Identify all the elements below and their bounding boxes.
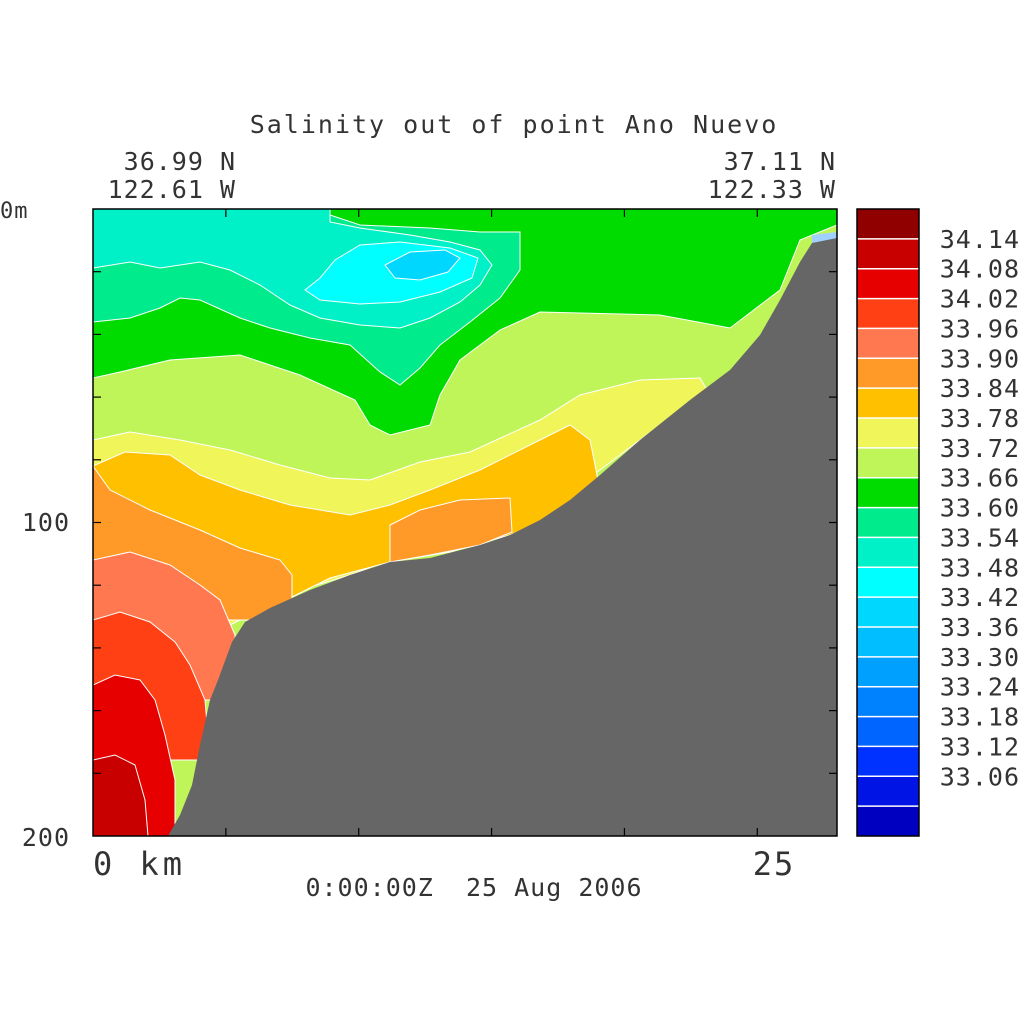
colorbar-label-33-84: 33.84: [940, 374, 1020, 403]
y-tick-label-100: 100: [22, 508, 70, 537]
colorbar-swatch-16: [857, 686, 919, 718]
colorbar-swatch-3: [857, 298, 919, 329]
seafloor: [168, 238, 837, 836]
colorbar-label-34-08: 34.08: [940, 255, 1020, 284]
colorbar-swatch-5: [857, 358, 919, 389]
band-34-14: [93, 754, 149, 836]
colorbar-label-33-06: 33.06: [940, 762, 1020, 791]
colorbar-label-33-54: 33.54: [940, 523, 1020, 552]
colorbar-swatch-2: [857, 268, 919, 300]
colorbar: 34.1434.0834.0233.9633.9033.8433.7833.72…: [856, 208, 1020, 837]
timestamp-label: 0:00:00Z 25 Aug 2006: [305, 873, 642, 902]
colorbar-label-34-02: 34.02: [940, 285, 1020, 314]
chart-title: Salinity out of point Ano Nuevo: [250, 110, 779, 139]
end-lat-label: 37.11 N: [724, 147, 836, 176]
start-lon-label: 122.61 W: [108, 175, 236, 204]
colorbar-swatch-15: [857, 656, 919, 688]
colorbar-swatch-20: [857, 806, 919, 837]
colorbar-swatch-14: [857, 627, 919, 658]
colorbar-label-33-60: 33.60: [940, 494, 1020, 523]
colorbar-swatch-6: [857, 388, 919, 419]
colorbar-swatch-10: [857, 507, 919, 538]
colorbar-label-33-96: 33.96: [940, 314, 1020, 343]
colorbar-swatch-4: [857, 328, 919, 359]
y-axis-top-label: 0m: [0, 199, 29, 224]
colorbar-label-33-18: 33.18: [940, 703, 1020, 732]
colorbar-swatch-7: [857, 418, 919, 449]
colorbar-swatch-1: [857, 238, 919, 270]
x-axis-end-label: 25: [753, 845, 796, 883]
colorbar-swatch-13: [857, 597, 919, 628]
start-lat-label: 36.99 N: [124, 147, 236, 176]
colorbar-swatch-12: [857, 567, 919, 598]
colorbar-swatch-8: [857, 447, 919, 479]
y-tick-label-200: 200: [22, 823, 70, 852]
colorbar-swatch-9: [857, 477, 919, 509]
colorbar-label-33-24: 33.24: [940, 673, 1020, 702]
colorbar-label-33-12: 33.12: [940, 732, 1020, 761]
colorbar-label-33-42: 33.42: [940, 583, 1020, 612]
colorbar-label-33-78: 33.78: [940, 404, 1020, 433]
band-33-42: [384, 249, 461, 281]
colorbar-swatch-19: [857, 776, 919, 807]
colorbar-label-33-90: 33.90: [940, 344, 1020, 373]
y-axis-ticks: [93, 271, 837, 774]
band-33-90-b: [389, 497, 513, 563]
colorbar-label-33-30: 33.30: [940, 643, 1020, 672]
colorbar-swatch-11: [857, 537, 919, 568]
colorbar-label-34-14: 34.14: [940, 225, 1020, 254]
x-axis-start-label: 0 km: [93, 845, 186, 883]
colorbar-swatch-17: [857, 716, 919, 747]
end-lon-label: 122.33 W: [708, 175, 836, 204]
x-axis-ticks: [225, 209, 758, 836]
colorbar-label-33-66: 33.66: [940, 464, 1020, 493]
colorbar-frame: [856, 208, 920, 837]
colorbar-label-33-36: 33.36: [940, 613, 1020, 642]
colorbar-swatch-0: [857, 209, 919, 240]
colorbar-label-33-48: 33.48: [940, 553, 1020, 582]
colorbar-swatch-18: [857, 746, 919, 777]
colorbar-label-33-72: 33.72: [940, 434, 1020, 463]
